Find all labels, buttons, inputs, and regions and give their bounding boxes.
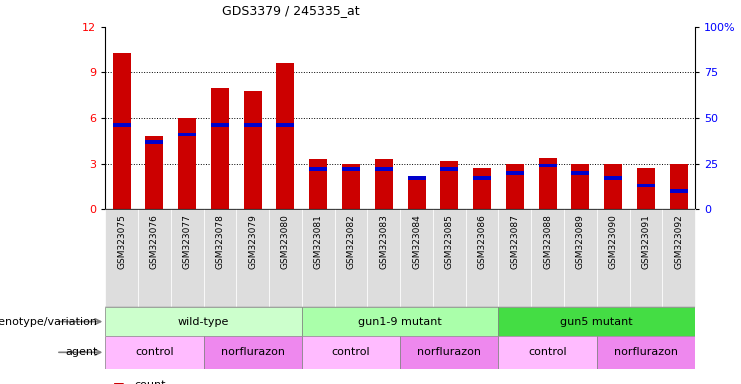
Bar xyxy=(670,189,688,193)
Text: GSM323090: GSM323090 xyxy=(608,214,618,269)
Bar xyxy=(604,164,622,209)
Bar xyxy=(670,164,688,209)
Text: GSM323083: GSM323083 xyxy=(379,214,388,269)
Bar xyxy=(170,209,204,307)
Text: GSM323089: GSM323089 xyxy=(576,214,585,269)
Text: norflurazon: norflurazon xyxy=(221,347,285,358)
Bar xyxy=(105,209,138,307)
Bar xyxy=(630,209,662,307)
Bar xyxy=(138,209,170,307)
Bar xyxy=(244,124,262,127)
Bar xyxy=(597,336,695,369)
Bar xyxy=(204,209,236,307)
Bar xyxy=(440,161,458,209)
Bar xyxy=(400,209,433,307)
Text: GSM323091: GSM323091 xyxy=(642,214,651,269)
Text: GSM323082: GSM323082 xyxy=(347,214,356,269)
Text: GSM323087: GSM323087 xyxy=(511,214,519,269)
Bar xyxy=(145,136,163,209)
Text: count: count xyxy=(135,380,167,384)
Text: GSM323088: GSM323088 xyxy=(543,214,552,269)
Bar xyxy=(499,307,695,336)
Bar xyxy=(244,91,262,209)
Text: control: control xyxy=(332,347,370,358)
Text: gun5 mutant: gun5 mutant xyxy=(560,316,633,327)
Text: norflurazon: norflurazon xyxy=(417,347,482,358)
Bar xyxy=(440,167,458,171)
Bar xyxy=(105,307,302,336)
Text: GSM323075: GSM323075 xyxy=(117,214,126,269)
Bar xyxy=(236,209,269,307)
Bar xyxy=(276,63,294,209)
Bar xyxy=(571,164,589,209)
Bar xyxy=(335,209,368,307)
Text: GSM323085: GSM323085 xyxy=(445,214,453,269)
Text: control: control xyxy=(528,347,567,358)
Text: GSM323077: GSM323077 xyxy=(182,214,192,269)
Bar xyxy=(531,209,564,307)
Bar xyxy=(465,209,499,307)
Bar xyxy=(178,118,196,209)
Bar xyxy=(637,168,655,209)
Text: norflurazon: norflurazon xyxy=(614,347,678,358)
Text: GSM323086: GSM323086 xyxy=(477,214,487,269)
Bar xyxy=(105,336,204,369)
Bar xyxy=(276,124,294,127)
Text: agent: agent xyxy=(65,347,98,358)
Bar xyxy=(597,209,630,307)
Text: wild-type: wild-type xyxy=(178,316,229,327)
Text: GSM323080: GSM323080 xyxy=(281,214,290,269)
Text: GSM323078: GSM323078 xyxy=(216,214,225,269)
Bar xyxy=(400,336,499,369)
Bar xyxy=(539,157,556,209)
Bar xyxy=(302,209,335,307)
Bar xyxy=(145,140,163,144)
Bar xyxy=(408,176,425,209)
Bar xyxy=(571,171,589,175)
Bar xyxy=(473,176,491,180)
Bar xyxy=(113,53,130,209)
Text: GSM323076: GSM323076 xyxy=(150,214,159,269)
Bar xyxy=(564,209,597,307)
Bar xyxy=(499,336,597,369)
Bar xyxy=(178,132,196,136)
Bar xyxy=(539,164,556,167)
Text: GSM323081: GSM323081 xyxy=(313,214,323,269)
Bar xyxy=(211,124,229,127)
Bar xyxy=(342,164,360,209)
Bar xyxy=(473,168,491,209)
Text: GSM323092: GSM323092 xyxy=(674,214,683,269)
Bar xyxy=(368,209,400,307)
Bar xyxy=(204,336,302,369)
Bar xyxy=(269,209,302,307)
Bar xyxy=(506,164,524,209)
Text: GSM323084: GSM323084 xyxy=(412,214,421,269)
Bar xyxy=(506,171,524,175)
Text: gun1-9 mutant: gun1-9 mutant xyxy=(358,316,442,327)
Bar xyxy=(302,336,400,369)
Bar xyxy=(309,159,328,209)
Bar xyxy=(302,307,499,336)
Bar xyxy=(211,88,229,209)
Bar xyxy=(113,124,130,127)
Text: genotype/variation: genotype/variation xyxy=(0,316,98,327)
Text: GSM323079: GSM323079 xyxy=(248,214,257,269)
Bar xyxy=(662,209,695,307)
Text: ■: ■ xyxy=(113,380,124,384)
Bar xyxy=(433,209,465,307)
Text: control: control xyxy=(135,347,173,358)
Bar xyxy=(499,209,531,307)
Bar xyxy=(408,176,425,180)
Bar xyxy=(375,167,393,171)
Bar xyxy=(375,159,393,209)
Bar xyxy=(342,167,360,171)
Text: GDS3379 / 245335_at: GDS3379 / 245335_at xyxy=(222,4,360,17)
Bar xyxy=(637,184,655,187)
Bar xyxy=(604,176,622,180)
Bar xyxy=(309,167,328,171)
